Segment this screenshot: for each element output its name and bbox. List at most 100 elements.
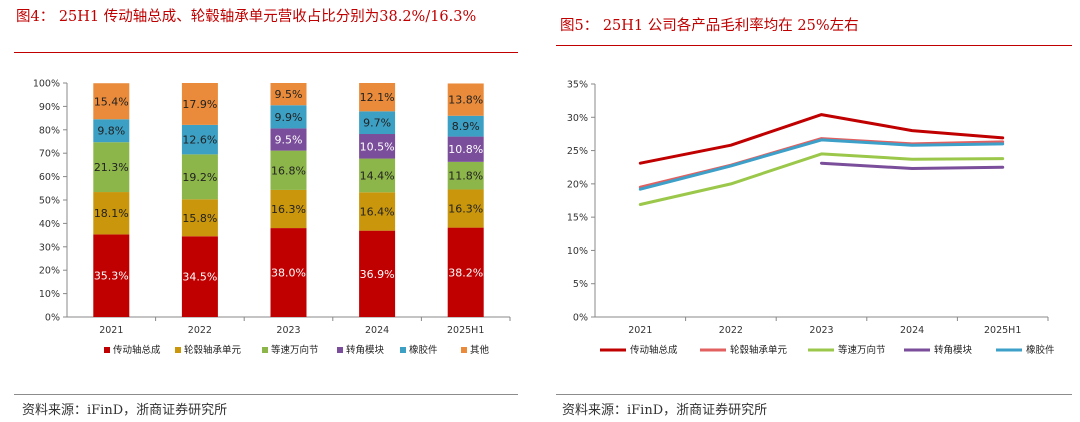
- bar-segment: [93, 142, 130, 193]
- left-bottom-rule: [14, 394, 518, 395]
- bar-segment: [270, 105, 307, 129]
- series-line: [638, 138, 1005, 191]
- legend-label: 转角模块: [934, 344, 973, 356]
- y-tick-label: 20%: [39, 266, 60, 277]
- data-label: 12.1%: [360, 91, 395, 104]
- y-tick-label: 35%: [567, 80, 588, 91]
- y-tick-label: 100%: [33, 79, 60, 90]
- legend-label: 其他: [470, 344, 490, 356]
- y-tick-label: 0%: [45, 313, 60, 324]
- data-label: 18.1%: [94, 207, 129, 220]
- x-tick-label: 2023: [276, 325, 300, 336]
- data-label: 16.3%: [448, 203, 483, 216]
- left-figure-title: 图4： 25H1 传动轴总成、轮毂轴承单元营收占比分别为38.2%/16.3%: [16, 9, 477, 25]
- legend-label: 轮毂轴承单元: [730, 344, 788, 356]
- legend-swatch: [262, 347, 268, 353]
- x-tick-label: 2022: [719, 325, 743, 336]
- bar-segment: [270, 150, 307, 190]
- x-tick-label: 2021: [99, 325, 123, 336]
- legend-label: 橡胶件: [1026, 344, 1055, 356]
- line-chart: 0% 5% 10% 15% 20% 25% 30% 35% 2021 2022 2023 2024 20…: [567, 80, 1055, 357]
- data-label: 8.9%: [452, 120, 480, 133]
- data-label: 9.7%: [363, 117, 391, 130]
- x-tick-label: 2024: [365, 325, 389, 336]
- bar-segment: [93, 119, 130, 143]
- bar-segment: [447, 161, 484, 190]
- y-tick-label: 25%: [567, 146, 588, 157]
- data-label: 11.8%: [448, 170, 483, 183]
- data-label: 21.3%: [94, 161, 129, 174]
- data-label: 19.2%: [182, 171, 217, 184]
- x-tick-label: 2024: [900, 325, 924, 336]
- x-tick-label: 2021: [628, 325, 652, 336]
- bar-segment: [181, 154, 218, 200]
- x-tick-label: 2022: [188, 325, 212, 336]
- data-label: 16.4%: [360, 205, 395, 218]
- bar-segment: [359, 192, 396, 231]
- bar-segment: [93, 83, 130, 120]
- legend-label: 等速万向节: [838, 344, 886, 356]
- x-tick-label: 2025H1: [447, 325, 484, 336]
- data-label: 17.9%: [182, 98, 217, 111]
- bar-segment: [359, 83, 396, 112]
- series-line: [638, 113, 1005, 165]
- data-label: 14.4%: [360, 169, 395, 182]
- data-label: 38.0%: [271, 267, 306, 280]
- right-figure-title: 图5： 25H1 公司各产品毛利率均在 25%左右: [560, 18, 859, 34]
- bar-segment: [359, 111, 396, 135]
- bar-segment: [93, 234, 130, 317]
- right-bottom-rule: [556, 394, 1072, 395]
- legend-label: 传动轴总成: [113, 344, 161, 356]
- series-line: [820, 161, 1005, 170]
- y-tick-label: 5%: [573, 279, 588, 290]
- data-label: 15.8%: [182, 212, 217, 225]
- bar-segment: [447, 115, 484, 137]
- bar-segment: [181, 124, 218, 155]
- data-label: 16.3%: [271, 203, 306, 216]
- legend-swatch: [400, 347, 406, 353]
- data-label: 10.5%: [360, 140, 395, 153]
- bar-segment: [447, 136, 484, 162]
- data-label: 13.8%: [448, 94, 483, 107]
- data-label: 9.8%: [97, 125, 125, 138]
- data-label: 15.4%: [94, 95, 129, 108]
- left-figure-panel: 图4： 25H1 传动轴总成、轮毂轴承单元营收占比分别为38.2%/16.3% …: [14, 9, 518, 418]
- left-source-note: 资料来源：iFinD，浙商证券研究所: [22, 403, 228, 418]
- bar-segment: [359, 134, 396, 159]
- y-tick-label: 80%: [39, 125, 60, 136]
- bar-segment: [447, 189, 484, 228]
- bar-segment: [270, 189, 307, 229]
- y-tick-label: 20%: [567, 179, 588, 190]
- y-tick-label: 50%: [39, 196, 60, 207]
- bar-segment: [447, 83, 484, 116]
- data-label: 34.5%: [182, 271, 217, 284]
- bar-segment: [270, 128, 307, 151]
- bar-segment: [181, 236, 218, 317]
- bar-segment: [447, 227, 484, 317]
- y-tick-label: 10%: [39, 289, 60, 300]
- data-label: 9.9%: [275, 111, 303, 124]
- y-tick-label: 90%: [39, 102, 60, 113]
- right-title-rule: [556, 45, 1072, 47]
- y-tick-label: 40%: [39, 219, 60, 230]
- series-line: [638, 152, 1005, 206]
- y-tick-label: 15%: [567, 213, 588, 224]
- legend-swatch: [461, 347, 467, 353]
- data-label: 36.9%: [360, 268, 395, 281]
- legend-swatch: [104, 347, 110, 353]
- legend-label: 等速万向节: [271, 344, 319, 356]
- right-source-note: 资料来源：iFinD，浙商证券研究所: [562, 403, 768, 418]
- legend-swatch: [337, 347, 343, 353]
- legend-label: 转角模块: [346, 344, 385, 356]
- bar-segment: [270, 228, 307, 317]
- stacked-bar-chart: 0% 10% 20% 30% 40% 50% 60% 70% 80% 90% 100% 2021 35.…: [33, 79, 511, 356]
- bar-segment: [359, 158, 396, 193]
- right-figure-panel: 图5： 25H1 公司各产品毛利率均在 25%左右 0% 5% 10% 15% 20% 2…: [548, 0, 1080, 422]
- data-label: 38.2%: [448, 266, 483, 279]
- legend-label: 传动轴总成: [630, 344, 678, 356]
- bar-segment: [93, 192, 130, 235]
- data-label: 16.8%: [271, 164, 306, 177]
- data-label: 9.5%: [275, 88, 303, 101]
- bar-segment: [181, 199, 218, 237]
- legend-label: 橡胶件: [409, 344, 438, 356]
